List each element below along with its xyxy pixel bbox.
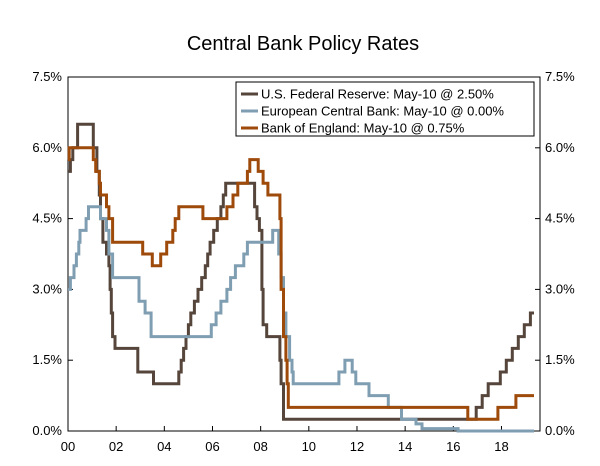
x-tick-label: 10: [302, 439, 316, 454]
x-tick-label: 06: [205, 439, 219, 454]
x-tick-label: 12: [350, 439, 364, 454]
y-tick-label-right: 4.5%: [545, 211, 575, 226]
y-tick-label-right: 7.5%: [545, 69, 575, 84]
right-axis: 0.0% 1.5% 3.0% 4.5% 6.0% 7.5%: [535, 69, 575, 438]
y-tick-label-left: 1.5%: [32, 352, 62, 367]
y-tick-label-right: 3.0%: [545, 281, 575, 296]
legend-label-us-fed: U.S. Federal Reserve: May-10 @ 2.50%: [261, 87, 494, 102]
legend: U.S. Federal Reserve: May-10 @ 2.50% Euro…: [235, 81, 535, 137]
x-tick-label: 02: [109, 439, 123, 454]
x-tick-label: 18: [494, 439, 508, 454]
plot-frame: [67, 76, 541, 432]
legend-box: [235, 81, 535, 137]
series-line-ecb: [68, 205, 534, 433]
y-tick-label-left: 4.5%: [32, 211, 62, 226]
y-tick-label-left: 0.0%: [32, 423, 62, 438]
series-lines: [67, 122, 534, 433]
x-tick-label: 04: [157, 439, 171, 454]
y-tick-label-right: 0.0%: [545, 423, 575, 438]
x-tick-label: 00: [61, 439, 75, 454]
y-tick-label-left: 6.0%: [32, 140, 62, 155]
y-tick-label-left: 7.5%: [32, 69, 62, 84]
x-tick-label: 16: [446, 439, 460, 454]
chart-title: Central Bank Policy Rates: [187, 33, 419, 55]
left-axis: 0.0% 1.5% 3.0% 4.5% 6.0% 7.5%: [32, 69, 73, 438]
x-tick-label: 08: [253, 439, 267, 454]
y-tick-label-right: 1.5%: [545, 352, 575, 367]
legend-label-ecb: European Central Bank: May-10 @ 0.00%: [261, 104, 504, 119]
y-tick-label-left: 3.0%: [32, 281, 62, 296]
y-tick-label-right: 6.0%: [545, 140, 575, 155]
series-line-boe: [67, 146, 534, 421]
x-axis: 00 02 04 06 08 10 12 14 16 18: [61, 426, 509, 454]
legend-label-boe: Bank of England: May-10 @ 0.75%: [261, 121, 465, 136]
x-tick-label: 14: [398, 439, 412, 454]
series-line-us-fed: [68, 122, 534, 421]
